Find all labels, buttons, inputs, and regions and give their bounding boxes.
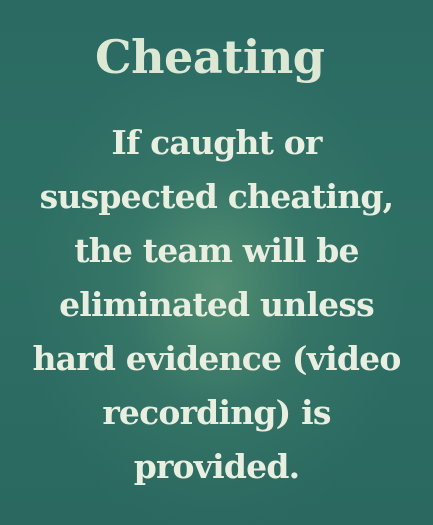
rule-description: If caught or suspected cheating, the tea… [32,123,401,486]
rule-title: Cheating [95,30,325,84]
